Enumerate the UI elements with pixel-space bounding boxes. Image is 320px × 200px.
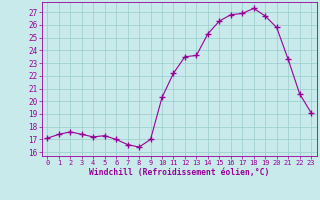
X-axis label: Windchill (Refroidissement éolien,°C): Windchill (Refroidissement éolien,°C) (89, 168, 269, 177)
